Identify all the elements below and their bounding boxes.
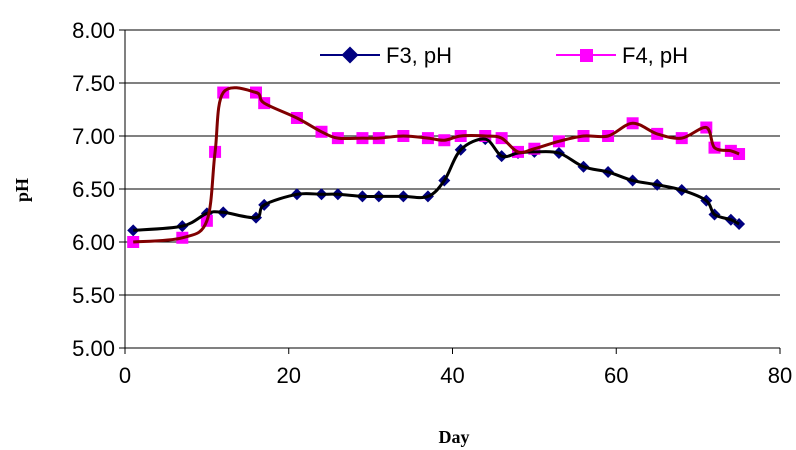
x-tick-label-0: 0 <box>119 363 131 388</box>
legend-label-f4: F4, pH <box>622 43 688 68</box>
y-tick-labels: 5.00 5.50 6.00 6.50 7.00 7.50 8.00 <box>72 18 115 361</box>
axes <box>119 29 781 354</box>
series-0-point-0 <box>127 224 140 237</box>
y-tick-label-1: 5.50 <box>72 283 115 308</box>
x-tick-label-4: 80 <box>768 363 792 388</box>
legend-marker-f4 <box>580 49 593 62</box>
y-tick-label-5: 7.50 <box>72 71 115 96</box>
legend-label-f3: F3, pH <box>386 43 452 68</box>
x-tick-label-2: 40 <box>440 363 464 388</box>
x-axis-title: Day <box>439 427 470 447</box>
x-tick-label-1: 20 <box>277 363 301 388</box>
y-tick-label-4: 7.00 <box>72 124 115 149</box>
series-1-point-0 <box>127 236 140 248</box>
legend-marker-f3 <box>341 46 359 64</box>
series-1 <box>127 86 746 248</box>
series-0-trend <box>133 137 740 232</box>
y-tick-label-0: 5.00 <box>72 336 115 361</box>
x-tick-label-3: 60 <box>604 363 628 388</box>
y-axis-title: pH <box>12 178 32 202</box>
series-layer <box>127 86 746 248</box>
legend: F3, pH F4, pH <box>320 43 688 68</box>
y-tick-label-3: 6.50 <box>72 177 115 202</box>
y-tick-label-6: 8.00 <box>72 18 115 43</box>
series-1-line <box>133 86 740 243</box>
gridlines <box>125 29 780 349</box>
series-1-trend <box>133 86 740 244</box>
y-tick-label-2: 6.00 <box>72 230 115 255</box>
x-tick-labels: 0 20 40 60 80 <box>119 363 792 388</box>
